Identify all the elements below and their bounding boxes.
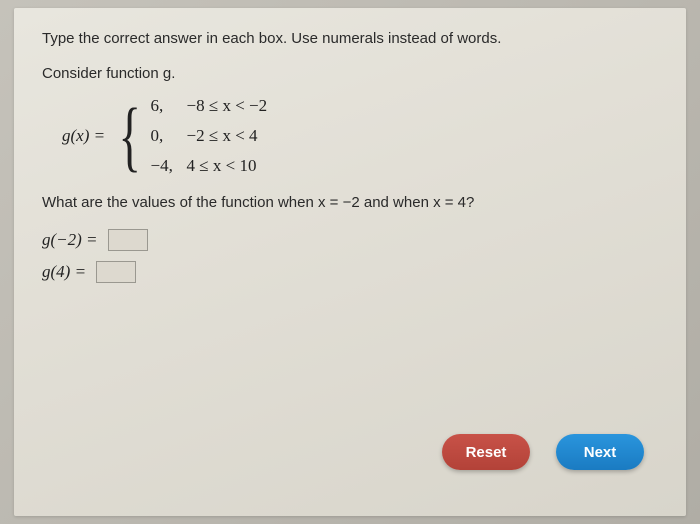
worksheet-page: Type the correct answer in each box. Use… [14, 8, 686, 516]
reset-button[interactable]: Reset [442, 434, 530, 470]
instructions-text: Type the correct answer in each box. Use… [42, 30, 658, 47]
answer-row: g(−2) = [42, 229, 658, 251]
case-row: 0, −2 ≤ x < 4 [151, 126, 268, 146]
question-text: What are the values of the function when… [42, 194, 658, 211]
case-row: 6, −8 ≤ x < −2 [151, 96, 268, 116]
case-condition: −2 ≤ x < 4 [187, 126, 258, 146]
case-value: 6, [151, 96, 187, 116]
answer-label: g(4) = [42, 262, 86, 282]
function-definition: g(x) = { 6, −8 ≤ x < −2 0, −2 ≤ x < 4 −4… [62, 96, 658, 176]
answer-input-g-neg2[interactable] [108, 229, 148, 251]
function-lhs: g(x) = [62, 126, 105, 146]
answer-section: g(−2) = g(4) = [42, 229, 658, 283]
piecewise-cases: 6, −8 ≤ x < −2 0, −2 ≤ x < 4 −4, 4 ≤ x <… [151, 96, 268, 176]
case-value: 0, [151, 126, 187, 146]
next-button[interactable]: Next [556, 434, 644, 470]
answer-input-g-4[interactable] [96, 261, 136, 283]
case-value: −4, [151, 156, 187, 176]
case-condition: −8 ≤ x < −2 [187, 96, 268, 116]
answer-row: g(4) = [42, 261, 658, 283]
case-row: −4, 4 ≤ x < 10 [151, 156, 268, 176]
case-condition: 4 ≤ x < 10 [187, 156, 257, 176]
answer-label: g(−2) = [42, 230, 98, 250]
consider-text: Consider function g. [42, 65, 658, 82]
piecewise-brace: { [119, 97, 141, 175]
button-row: Reset Next [442, 434, 644, 470]
